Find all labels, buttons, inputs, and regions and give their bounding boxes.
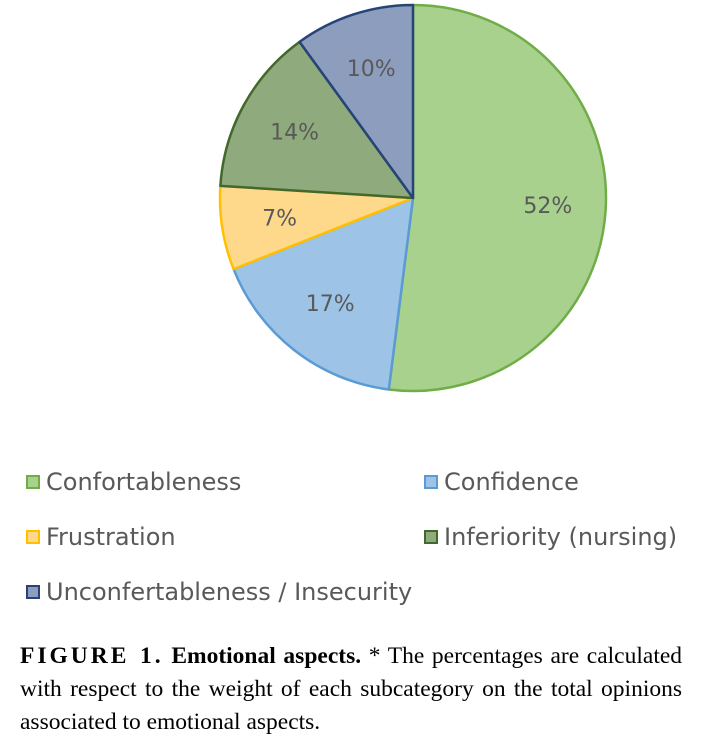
pie-slice-confortableness [387, 3, 608, 393]
legend-swatch-confidence [424, 475, 438, 489]
legend-swatch-frustration [26, 530, 40, 544]
legend-swatch-inferiority [424, 530, 438, 544]
pie-slice-inferiority-nursing [219, 40, 415, 200]
legend-label-confortableness: Confortableness [46, 468, 242, 496]
data-label-frustration: 7% [262, 207, 297, 232]
legend-swatch-confortableness [26, 475, 40, 489]
caption-text: * The percentages are calculated with re… [20, 643, 683, 735]
data-label-inferiority-nursing: 14% [270, 120, 319, 145]
legend-label-unconfertableness: Unconfertableness / Insecurity [46, 578, 413, 606]
data-label-confidence: 17% [306, 292, 355, 317]
legend-label-frustration: Frustration [46, 523, 176, 551]
legend-item-unconfertableness: Unconfertableness / Insecurity [26, 578, 412, 606]
data-label-unconfertableness-insecurity: 10% [347, 57, 396, 82]
legend-label-inferiority: Inferiority (nursing) [444, 523, 678, 551]
legend-item-frustration: Frustration [26, 523, 176, 551]
data-label-confortableness: 52% [523, 194, 572, 219]
pie-chart: 52% 17% 7% 14% 10% [218, 3, 608, 393]
legend-label-confidence: Confidence [444, 468, 579, 496]
caption-title: Emotional aspects. [171, 643, 362, 669]
caption-label: FIGURE 1. [20, 643, 164, 669]
pie-slice-confidence [232, 196, 415, 391]
figure-caption: FIGURE 1. Emotional aspects. * The perce… [20, 640, 682, 739]
legend-item-confortableness: Confortableness [26, 468, 241, 496]
legend-swatch-unconfertableness [26, 585, 40, 599]
legend-item-inferiority: Inferiority (nursing) [424, 523, 677, 551]
legend-item-confidence: Confidence [424, 468, 579, 496]
pie-slice-unconfertableness-insecurity [298, 3, 415, 200]
